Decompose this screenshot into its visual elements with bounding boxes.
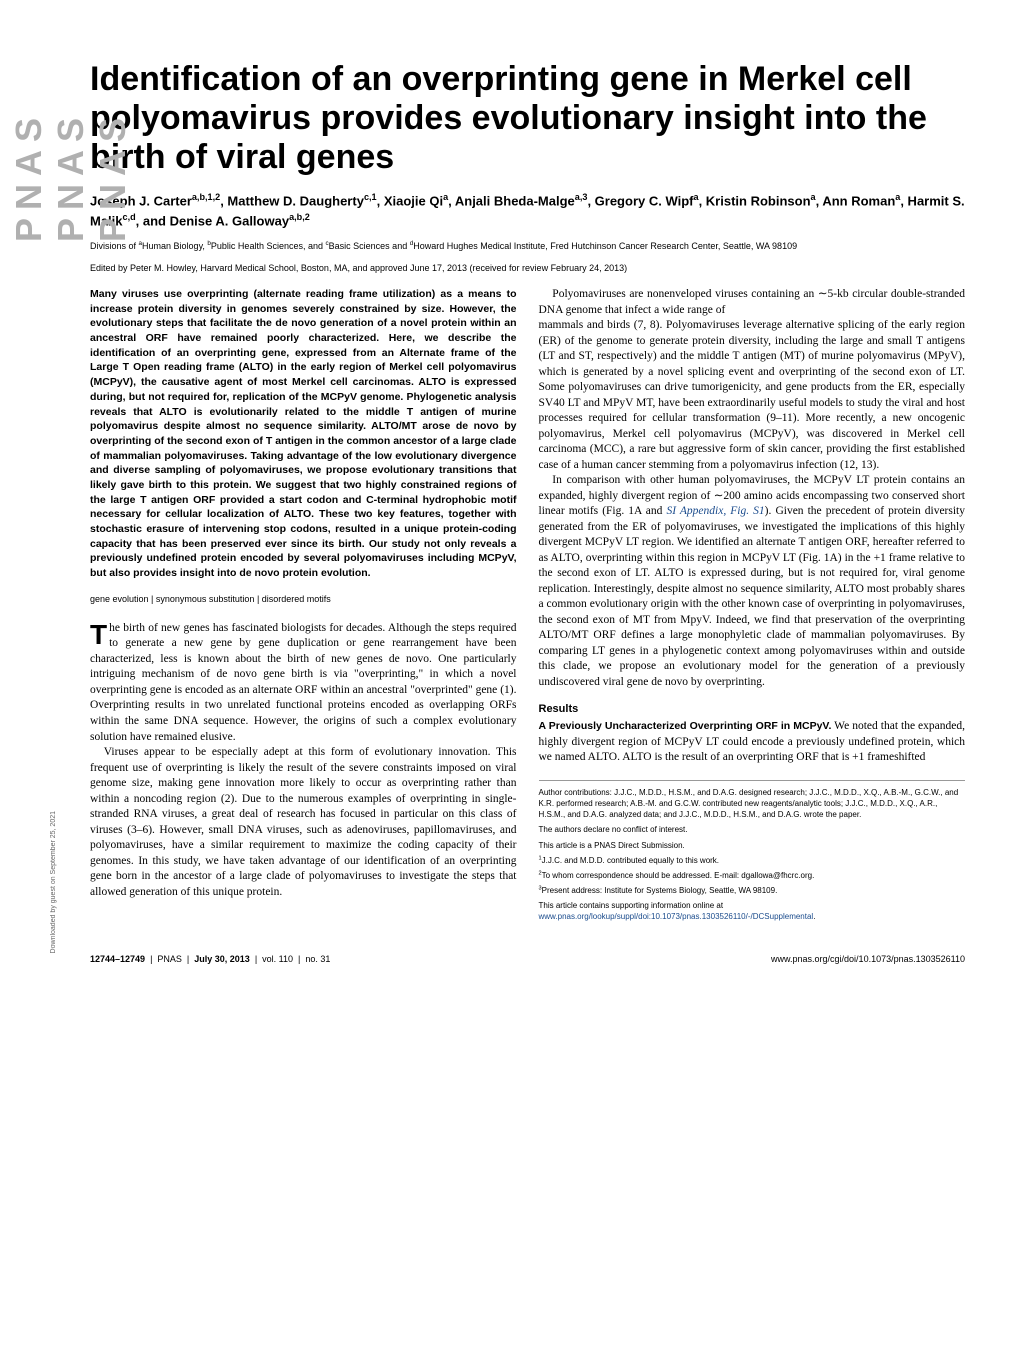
footnotes-block: Author contributions: J.J.C., M.D.D., H.… bbox=[539, 780, 966, 923]
footnote-3: 3Present address: Institute for Systems … bbox=[539, 885, 966, 896]
results-heading: Results bbox=[539, 702, 966, 717]
body-paragraph-2: Viruses appear to be especially adept at… bbox=[90, 745, 517, 900]
results-sub1: A Previously Uncharacterized Overprintin… bbox=[539, 719, 966, 766]
conflict-statement: The authors declare no conflict of inter… bbox=[539, 824, 966, 835]
download-note: Downloaded by guest on September 25, 202… bbox=[50, 811, 57, 953]
body-paragraph-1: The birth of new genes has fascinated bi… bbox=[90, 621, 517, 745]
supporting-info: This article contains supporting informa… bbox=[539, 900, 966, 922]
abstract: Many viruses use overprinting (alternate… bbox=[90, 287, 517, 581]
author-contributions: Author contributions: J.J.C., M.D.D., H.… bbox=[539, 787, 966, 821]
subheading-inline: A Previously Uncharacterized Overprintin… bbox=[539, 720, 832, 732]
edited-by-line: Edited by Peter M. Howley, Harvard Medic… bbox=[90, 263, 965, 273]
body-paragraph-3: Polyomaviruses are nonenveloped viruses … bbox=[539, 287, 966, 318]
footnote-2: 2To whom correspondence should be addres… bbox=[539, 870, 966, 881]
footnote-1: 1J.J.C. and M.D.D. contributed equally t… bbox=[539, 855, 966, 866]
body-paragraph-5: In comparison with other human polyomavi… bbox=[539, 473, 966, 690]
footer-left: 12744–12749 | PNAS | July 30, 2013 | vol… bbox=[90, 954, 330, 964]
supporting-info-link[interactable]: www.pnas.org/lookup/suppl/doi:10.1073/pn… bbox=[539, 912, 814, 921]
body-paragraph-4: mammals and birds (7, 8). Polyomaviruses… bbox=[539, 318, 966, 473]
article-title: Identification of an overprinting gene i… bbox=[90, 60, 965, 177]
affiliations: Divisions of aHuman Biology, bPublic Hea… bbox=[90, 240, 965, 253]
si-appendix-link[interactable]: SI Appendix, Fig. S1 bbox=[666, 505, 764, 517]
direct-submission: This article is a PNAS Direct Submission… bbox=[539, 840, 966, 851]
keywords: gene evolution | synonymous substitution… bbox=[90, 593, 517, 605]
page-footer: 12744–12749 | PNAS | July 30, 2013 | vol… bbox=[90, 948, 965, 964]
author-list: Joseph J. Cartera,b,1,2, Matthew D. Daug… bbox=[90, 191, 965, 230]
pnas-sidebar-logo: PNAS PNAS PNAS bbox=[8, 80, 134, 272]
footer-doi: www.pnas.org/cgi/doi/10.1073/pnas.130352… bbox=[771, 954, 965, 964]
main-two-column: Many viruses use overprinting (alternate… bbox=[90, 287, 965, 923]
